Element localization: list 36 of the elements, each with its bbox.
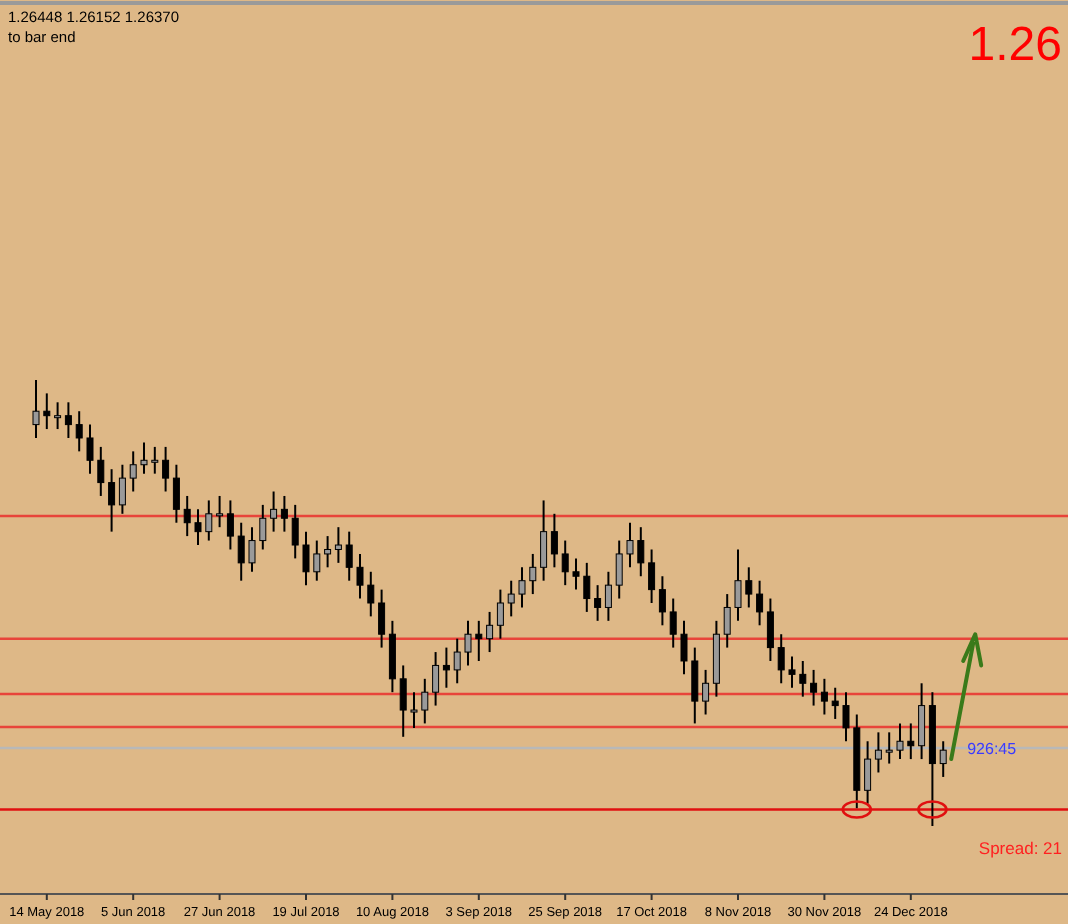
candlestick xyxy=(496,588,504,640)
candlestick xyxy=(162,445,170,493)
candlestick xyxy=(172,463,180,524)
candlestick xyxy=(486,610,494,654)
candlestick xyxy=(216,494,224,529)
candlestick xyxy=(820,677,828,716)
candlestick xyxy=(432,651,440,707)
candlestick xyxy=(874,731,882,774)
candlestick xyxy=(64,401,72,439)
candlestick xyxy=(270,490,278,533)
candlestick xyxy=(550,512,558,569)
candlestick xyxy=(324,535,332,569)
candlestick xyxy=(108,468,116,533)
candlestick xyxy=(864,740,872,805)
candlestick xyxy=(658,575,666,627)
candlestick xyxy=(648,548,656,604)
candlestick xyxy=(378,588,386,649)
text: Spread: 21 xyxy=(978,838,1063,858)
candlestick xyxy=(540,499,548,582)
candlestick xyxy=(334,526,342,564)
candlestick xyxy=(766,597,774,662)
candlestick xyxy=(604,570,612,622)
candlestick xyxy=(594,584,602,622)
text: 1.26 xyxy=(968,18,1062,72)
candlestick xyxy=(54,401,62,431)
text: 926:45 xyxy=(967,739,1018,758)
candlestick xyxy=(226,499,234,551)
candlestick xyxy=(810,668,818,707)
candlestick xyxy=(756,579,764,627)
candlestick xyxy=(918,682,926,761)
candlestick xyxy=(939,740,947,778)
candlestick xyxy=(702,668,710,716)
candlestick xyxy=(280,494,288,533)
candlestick xyxy=(388,619,396,694)
candlestick xyxy=(442,646,450,689)
candlestick xyxy=(118,463,126,515)
